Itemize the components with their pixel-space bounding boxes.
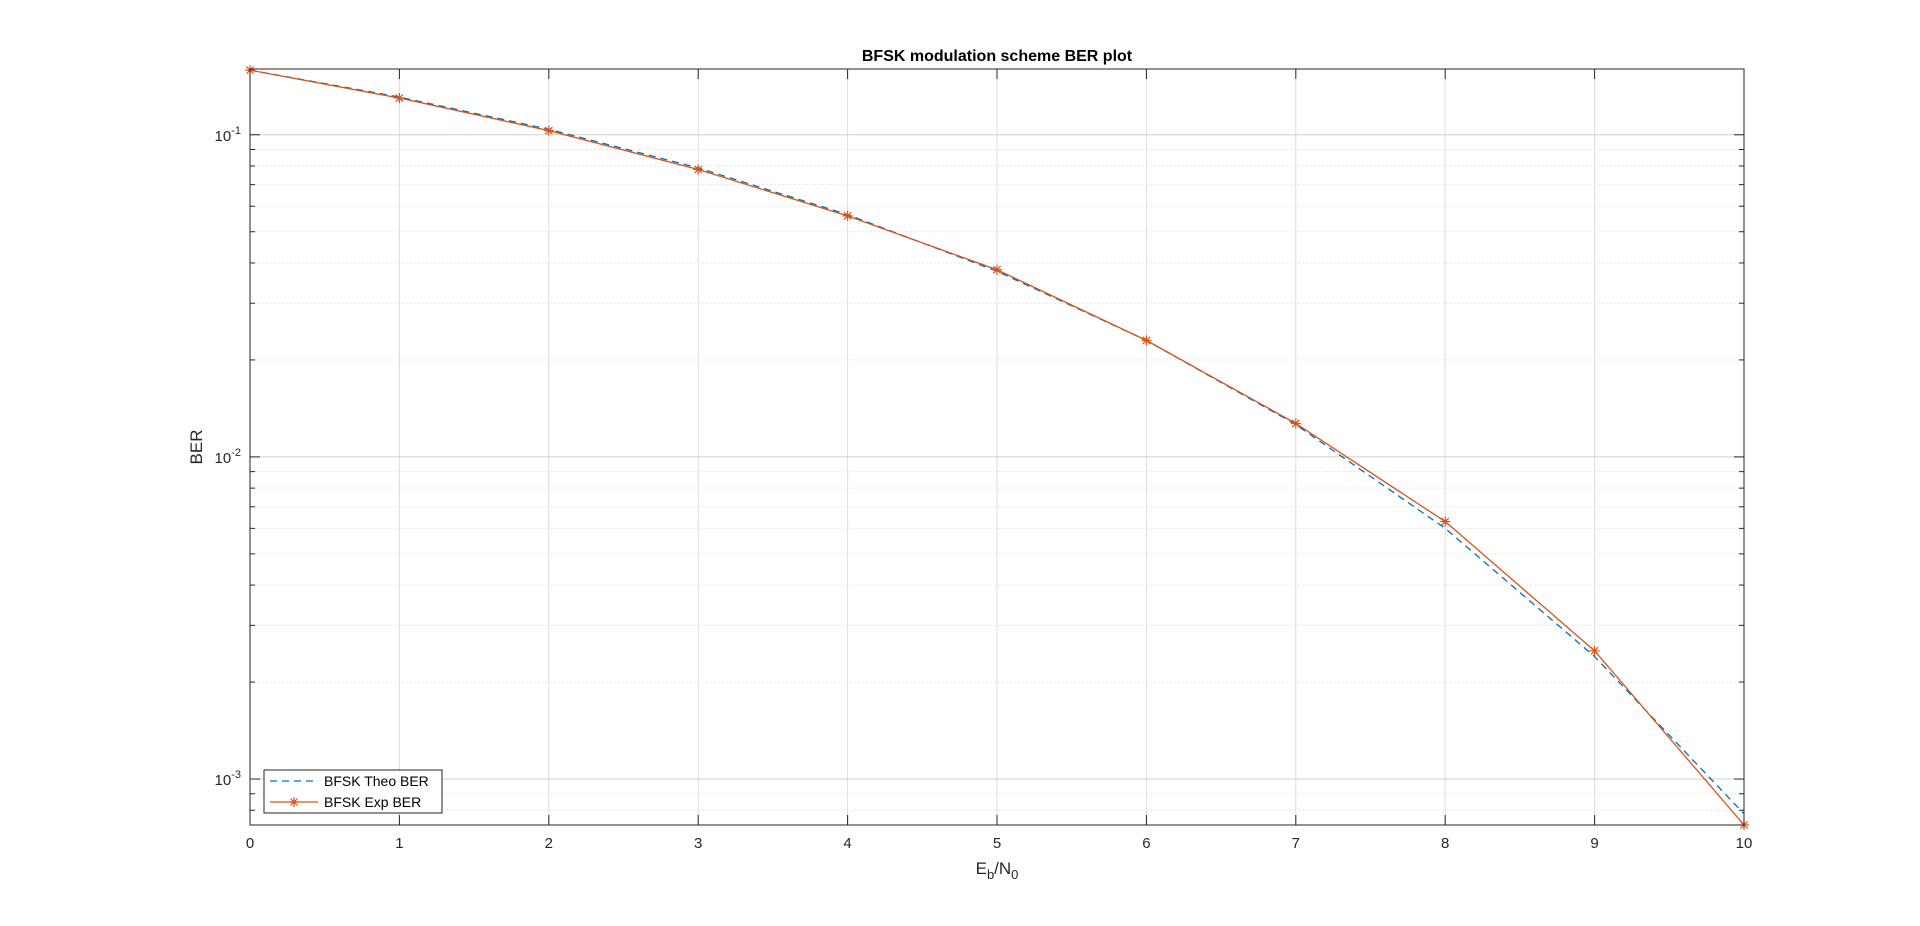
x-tick-label: 4 bbox=[843, 835, 851, 852]
x-tick-label: 9 bbox=[1590, 835, 1598, 852]
x-tick-label: 1 bbox=[395, 835, 403, 852]
x-axis-label-mid: /N bbox=[994, 859, 1011, 878]
series-line-theo bbox=[249, 69, 1745, 815]
x-tick-label: 6 bbox=[1142, 835, 1150, 852]
legend-label-exp: BFSK Exp BER bbox=[324, 794, 421, 810]
data-point-marker bbox=[992, 264, 1002, 275]
data-point-marker bbox=[693, 164, 704, 175]
x-tick-label: 0 bbox=[246, 835, 254, 852]
x-axis-label: Eb/N0 bbox=[976, 859, 1019, 882]
x-tick-label: 7 bbox=[1292, 835, 1300, 852]
chart-title: BFSK modulation scheme BER plot bbox=[862, 48, 1133, 65]
x-axis-label-sub-0: 0 bbox=[1011, 867, 1018, 882]
data-point-marker bbox=[394, 93, 405, 104]
data-point-marker bbox=[1440, 516, 1451, 527]
x-tick-label: 3 bbox=[694, 835, 702, 852]
x-axis-label-sub-b: b bbox=[987, 867, 994, 882]
series-layer bbox=[245, 65, 1749, 830]
ticks: 0 1 2 3 4 5 6 7 8 9 10 10-1 10-2 10-3 bbox=[215, 69, 1753, 852]
data-point-marker bbox=[1589, 645, 1600, 656]
legend-label-theo: BFSK Theo BER bbox=[324, 773, 429, 789]
x-tick-label: 8 bbox=[1441, 835, 1449, 852]
data-point-marker bbox=[1290, 418, 1301, 429]
y-tick-label: 10-3 bbox=[215, 769, 241, 789]
grid bbox=[249, 69, 1745, 825]
legend-marker-exp bbox=[289, 797, 299, 807]
y-tick-label: 10-2 bbox=[215, 447, 241, 467]
x-tick-label: 5 bbox=[993, 835, 1001, 852]
x-axis-label-base: E bbox=[976, 859, 987, 878]
x-tick-label: 2 bbox=[545, 835, 553, 852]
data-point-marker bbox=[1141, 335, 1152, 346]
y-axis-label: BER bbox=[187, 430, 206, 465]
x-tick-label: 10 bbox=[1736, 835, 1753, 852]
data-point-marker bbox=[543, 125, 554, 136]
y-tick-label: 10-1 bbox=[215, 125, 241, 145]
data-point-marker bbox=[842, 210, 853, 221]
legend: BFSK Theo BER BFSK Exp BER bbox=[263, 769, 443, 814]
